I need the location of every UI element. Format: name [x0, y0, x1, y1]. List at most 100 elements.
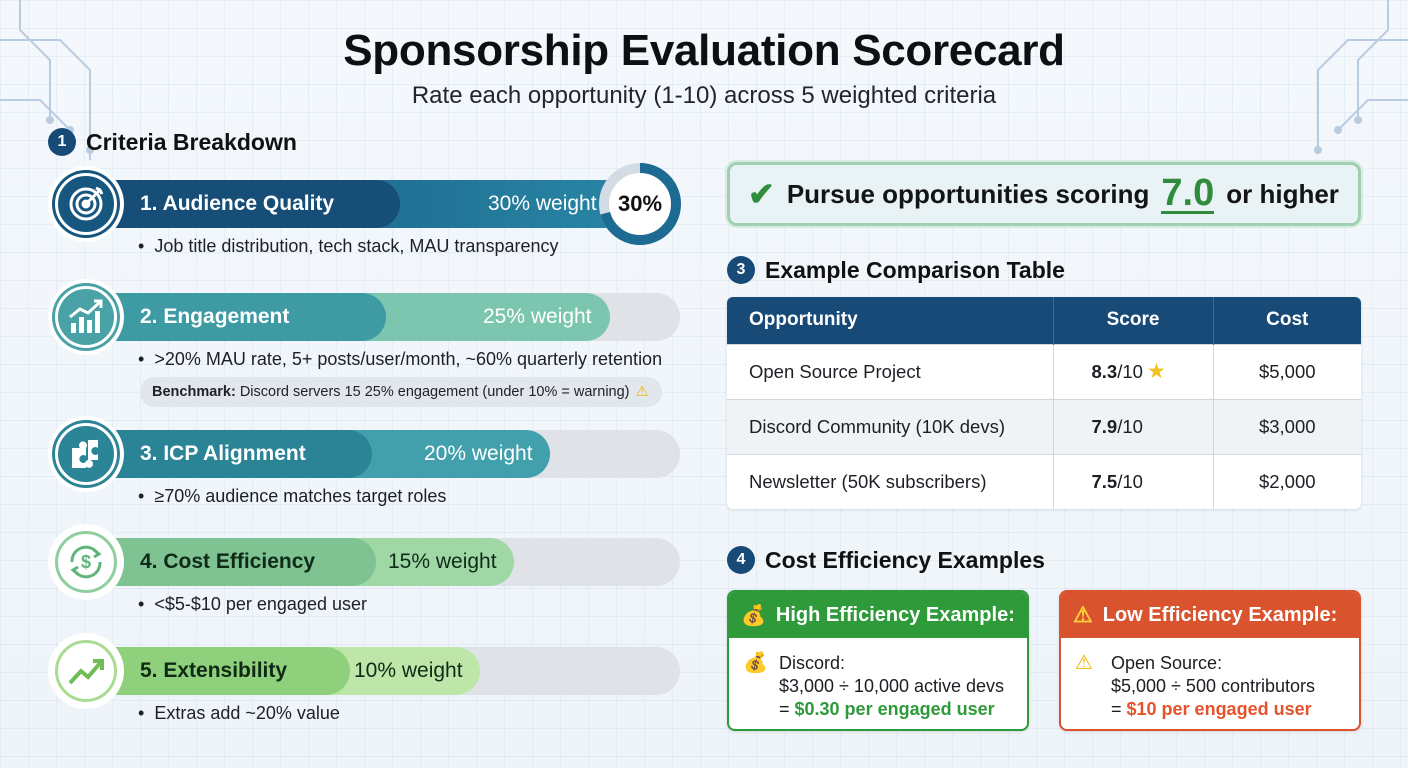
criterion-name: 5. Extensibility: [88, 647, 350, 695]
criterion-name: 4. Cost Efficiency: [88, 538, 376, 586]
weight-ring-label: 30%: [617, 191, 663, 216]
result-prefix: =: [779, 699, 795, 719]
section-title: Criteria Breakdown: [86, 128, 297, 155]
criterion-weight: 30% weight: [488, 192, 597, 215]
section-title: Cost Efficiency Examples: [765, 546, 1045, 573]
cell-score: 8.3/10 ★: [1053, 343, 1214, 399]
cell-score: 7.9/10: [1053, 398, 1214, 454]
card-body: ⚠ Open Source: $5,000 ÷ 500 contributors…: [1061, 638, 1359, 721]
criterion-name: 2. Engagement: [88, 293, 386, 341]
cell-cost: $5,000: [1213, 343, 1361, 399]
criterion-name: 3. ICP Alignment: [88, 430, 372, 478]
check-icon: ✔: [748, 176, 775, 212]
score-value: 7.5: [1091, 470, 1118, 492]
weight-track: 3. ICP Alignment 20% weight: [88, 430, 680, 478]
criterion-weight: 15% weight: [388, 550, 497, 573]
section-number-badge: 3: [727, 256, 755, 284]
criterion-icon-badge: [48, 279, 124, 355]
weight-track: 1. Audience Quality 30% weight: [88, 180, 680, 228]
benchmark-label: Benchmark:: [152, 384, 236, 400]
card-title: High Efficiency Example:: [775, 603, 1015, 626]
cell-opportunity: Newsletter (50K subscribers): [727, 453, 1054, 509]
criterion-extensibility: 5. Extensibility 10% weight Extras add ~…: [48, 633, 682, 733]
criterion-detail: Extras add ~20% value: [138, 703, 340, 724]
table-row: Newsletter (50K subscribers) 7.5/10 $2,0…: [727, 453, 1361, 509]
cell-score: 7.5/10: [1053, 453, 1214, 509]
table-row: Open Source Project 8.3/10 ★ $5,000: [727, 343, 1361, 399]
cell-opportunity: Discord Community (10K devs): [727, 398, 1054, 454]
criterion-detail: ≥70% audience matches target roles: [138, 486, 446, 507]
criterion-detail: >20% MAU rate, 5+ posts/user/month, ~60%…: [138, 349, 662, 370]
high-efficiency-card: 💰 High Efficiency Example: 💰 Discord: $3…: [727, 590, 1029, 731]
warning-icon: ⚠: [1073, 602, 1093, 627]
benchmark-note: Benchmark: Discord servers 15 25% engage…: [140, 377, 662, 407]
section-criteria-header: 1 Criteria Breakdown: [48, 128, 297, 156]
page-title: Sponsorship Evaluation Scorecard: [343, 26, 1065, 75]
weight-ring: [599, 163, 681, 245]
card-body: 💰 Discord: $3,000 ÷ 10,000 active devs =…: [729, 638, 1027, 721]
criterion-engagement: 2. Engagement 25% weight >20% MAU rate, …: [48, 279, 682, 379]
example-calculation: $5,000 ÷ 500 contributors: [1111, 676, 1316, 696]
circuit-decoration-right: [1314, 0, 1408, 154]
cell-cost: $3,000: [1213, 398, 1361, 454]
section-number-badge: 4: [727, 546, 755, 574]
svg-text:$: $: [81, 552, 91, 572]
money-bag-icon: 💰: [743, 652, 768, 674]
criterion-detail: Job title distribution, tech stack, MAU …: [138, 236, 558, 257]
score-value: 7.9: [1091, 415, 1118, 437]
recommendation-suffix: or higher: [1226, 178, 1339, 209]
criterion-icon-badge: $: [48, 524, 124, 600]
recommendation-threshold: 7.0: [1161, 171, 1215, 214]
section-cost-header: 4 Cost Efficiency Examples: [727, 546, 1045, 574]
card-title: Low Efficiency Example:: [1102, 603, 1338, 626]
criterion-weight: 25% weight: [483, 305, 592, 328]
score-suffix: /10: [1117, 470, 1143, 492]
growth-chart-icon: [55, 286, 117, 348]
page-subtitle: Rate each opportunity (1-10) across 5 we…: [411, 82, 997, 109]
warning-icon: ⚠: [635, 384, 649, 400]
criterion-detail: <$5-$10 per engaged user: [138, 594, 367, 615]
money-bag-icon: 💰: [741, 604, 766, 627]
card-header: ⚠ Low Efficiency Example:: [1061, 592, 1359, 638]
column-header-score: Score: [1053, 297, 1214, 344]
column-header-cost: Cost: [1213, 297, 1361, 344]
example-name: Open Source:: [1111, 653, 1223, 673]
recommendation-prefix: Pursue opportunities scoring: [786, 178, 1150, 209]
result-prefix: =: [1111, 699, 1127, 719]
example-result: = $0.30 per engaged user: [779, 698, 1027, 721]
section-title: Example Comparison Table: [765, 256, 1065, 283]
criterion-icon-badge: [48, 416, 124, 492]
result-value: $0.30 per engaged user: [794, 699, 995, 719]
trend-up-icon: [55, 640, 117, 702]
column-header-opportunity: Opportunity: [727, 297, 1054, 344]
weight-track: 4. Cost Efficiency 15% weight: [88, 538, 680, 586]
puzzle-icon: [55, 423, 117, 485]
criterion-name: 1. Audience Quality: [88, 180, 400, 228]
warning-icon: ⚠: [1075, 652, 1093, 674]
result-value: $10 per engaged user: [1126, 699, 1312, 719]
score-value: 8.3: [1091, 361, 1118, 382]
section-comparison-header: 3 Example Comparison Table: [727, 256, 1065, 284]
benchmark-text: Discord servers 15 25% engagement (under…: [239, 384, 630, 400]
criterion-icon-badge: [48, 166, 124, 242]
example-calculation: $3,000 ÷ 10,000 active devs: [779, 676, 1005, 696]
example-result: = $10 per engaged user: [1111, 698, 1359, 721]
score-suffix: /10: [1117, 361, 1143, 382]
criterion-weight: 10% weight: [354, 659, 463, 682]
table-row: Discord Community (10K devs) 7.9/10 $3,0…: [727, 398, 1361, 454]
recommendation-banner: ✔ Pursue opportunities scoring 7.0 or hi…: [727, 162, 1361, 226]
criterion-audience-quality: 1. Audience Quality 30% weight Job title…: [48, 166, 682, 266]
cell-opportunity: Open Source Project: [727, 343, 1054, 399]
weight-track: 5. Extensibility 10% weight: [88, 647, 680, 695]
criterion-cost-efficiency: 4. Cost Efficiency 15% weight $ <$5-$10 …: [48, 524, 682, 624]
comparison-table: Opportunity Score Cost Open Source Proje…: [727, 297, 1361, 509]
example-name: Discord:: [779, 653, 846, 673]
star-icon: ★: [1146, 360, 1166, 383]
section-number-badge: 1: [48, 128, 76, 156]
criterion-weight: 20% weight: [424, 442, 533, 465]
target-icon: [55, 173, 117, 235]
cell-cost: $2,000: [1213, 453, 1361, 509]
low-efficiency-card: ⚠ Low Efficiency Example: ⚠ Open Source:…: [1059, 590, 1361, 731]
card-header: 💰 High Efficiency Example:: [729, 592, 1027, 638]
criterion-icon-badge: [48, 633, 124, 709]
